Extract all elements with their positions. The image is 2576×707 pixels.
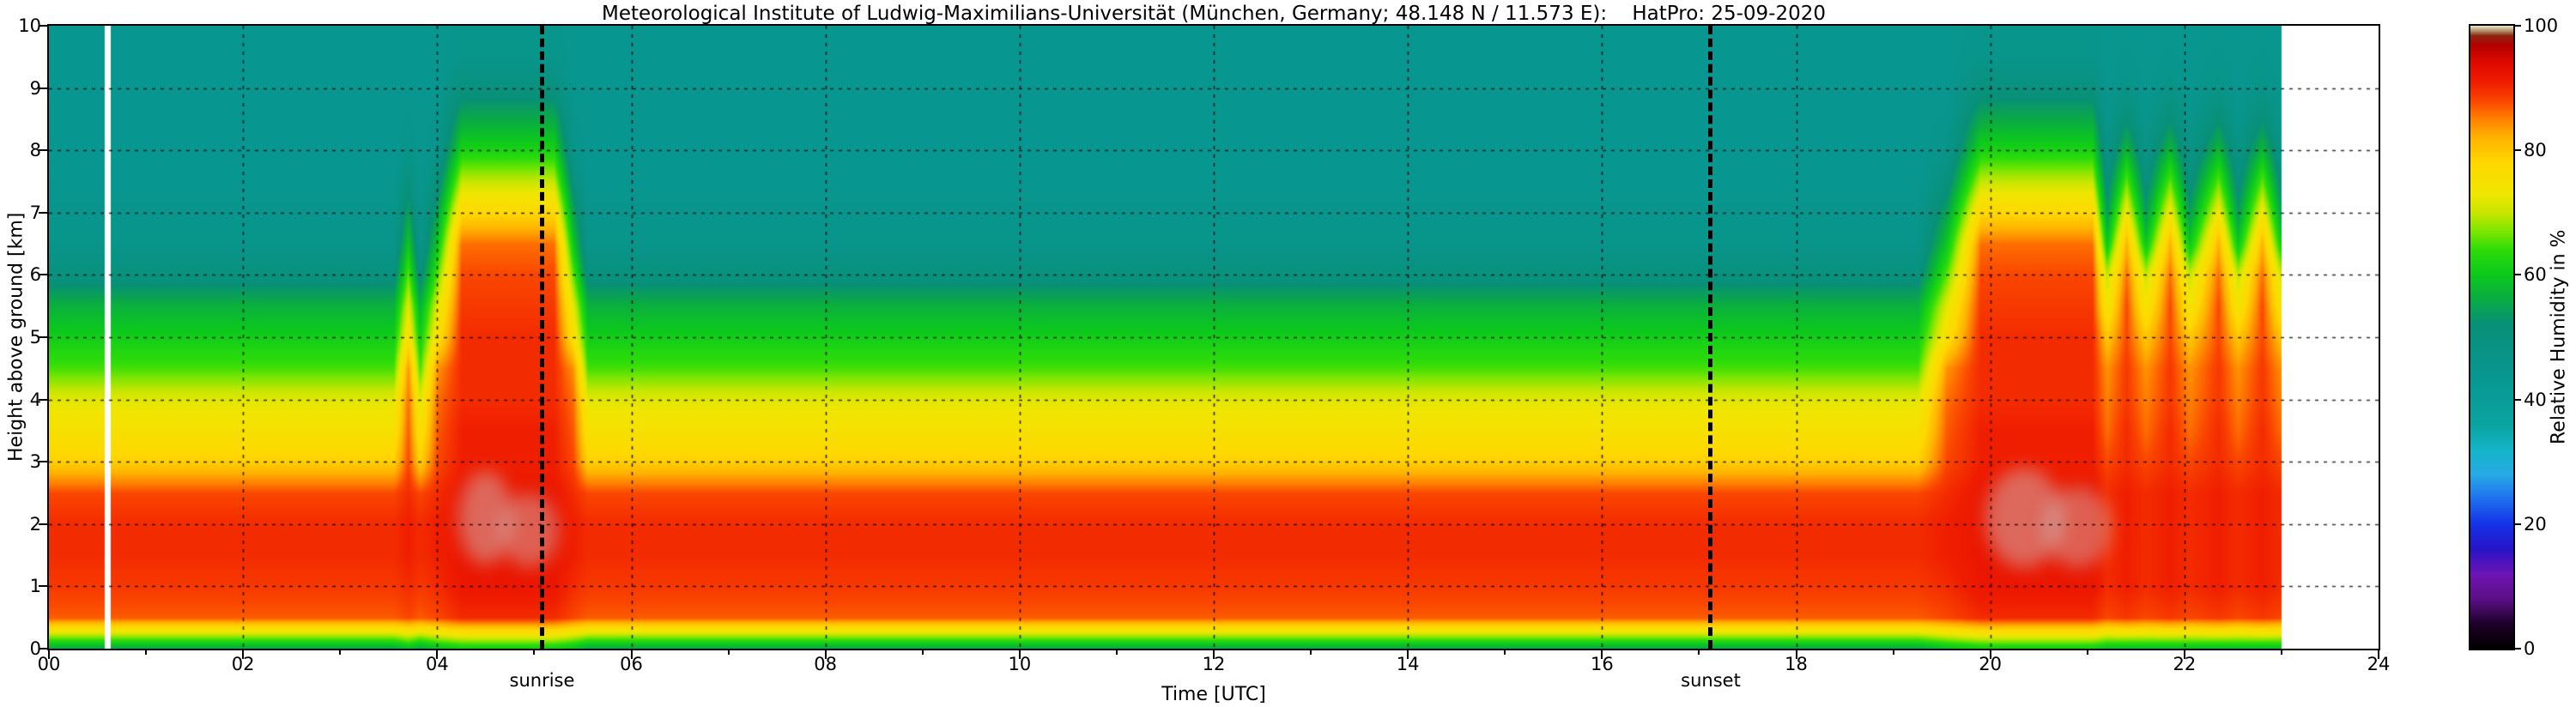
x-minor-tick-mark	[533, 649, 536, 655]
x-minor-tick-mark	[145, 649, 148, 655]
x-tick-mark	[824, 649, 827, 659]
colorbar-tick-label: 100	[2524, 15, 2559, 36]
x-tick-mark	[2378, 649, 2379, 659]
y-tick-mark	[39, 25, 49, 27]
chart-title: Meteorological Institute of Ludwig-Maxim…	[601, 3, 1827, 25]
colorbar-label: Relative Humidity in %	[2548, 229, 2570, 445]
y-tick-label: 9	[29, 77, 41, 99]
x-minor-tick-mark	[727, 649, 730, 655]
x-tick-mark	[1407, 649, 1409, 659]
colorbar-tick-label: 80	[2524, 140, 2547, 161]
sunset-label: sunset	[1681, 670, 1741, 691]
x-minor-tick-mark	[1115, 649, 1118, 655]
x-tick-label: 18	[1785, 654, 1808, 674]
y-tick-mark	[39, 149, 49, 152]
x-minor-tick-mark	[1698, 649, 1700, 655]
x-tick-mark	[1018, 649, 1021, 659]
y-tick-label: 8	[29, 140, 41, 161]
x-tick-label: 22	[2173, 654, 2197, 674]
x-minor-tick-mark	[921, 649, 924, 655]
y-tick-label: 7	[29, 202, 41, 223]
y-tick-mark	[39, 274, 49, 276]
y-tick-label: 5	[29, 327, 41, 347]
colorbar-tick-label: 60	[2524, 264, 2547, 286]
colorbar-tick-mark	[2513, 274, 2521, 276]
y-tick-label: 0	[29, 638, 41, 659]
colorbar-tick-mark	[2513, 648, 2521, 650]
x-tick-label: 06	[620, 654, 643, 674]
x-tick-mark	[436, 649, 439, 659]
x-tick-label: 04	[425, 654, 449, 674]
colorbar-tick-label: 40	[2524, 389, 2547, 410]
y-tick-label: 4	[29, 389, 41, 410]
x-tick-mark	[1989, 649, 1991, 659]
x-tick-mark	[48, 649, 50, 659]
colorbar-canvas	[2470, 26, 2513, 649]
sunrise-label: sunrise	[509, 670, 575, 691]
y-tick-mark	[39, 585, 49, 588]
x-tick-label: 10	[1008, 654, 1032, 674]
x-tick-label: 08	[814, 654, 838, 674]
x-minor-tick-mark	[2086, 649, 2088, 655]
y-tick-label: 10	[18, 15, 41, 36]
x-tick-label: 16	[1590, 654, 1614, 674]
x-tick-mark	[1601, 649, 1603, 659]
x-tick-mark	[630, 649, 633, 659]
y-tick-label: 6	[29, 264, 41, 286]
x-minor-tick-mark	[1504, 649, 1506, 655]
colorbar-tick-mark	[2513, 398, 2521, 401]
x-tick-label: 20	[1979, 654, 2003, 674]
colorbar-tick-mark	[2513, 523, 2521, 525]
y-tick-label: 1	[29, 576, 41, 597]
x-tick-label: 00	[37, 654, 61, 674]
x-minor-tick-mark	[2280, 649, 2282, 655]
x-tick-mark	[1213, 649, 1215, 659]
y-tick-mark	[39, 398, 49, 401]
y-tick-mark	[39, 461, 49, 463]
x-minor-tick-mark	[1310, 649, 1312, 655]
x-tick-label: 02	[231, 654, 255, 674]
y-tick-mark	[39, 336, 49, 338]
heatmap-canvas	[49, 26, 2379, 649]
y-tick-mark	[39, 648, 49, 650]
x-minor-tick-mark	[339, 649, 342, 655]
x-tick-label: 14	[1396, 654, 1420, 674]
colorbar-tick-mark	[2513, 149, 2521, 152]
y-tick-mark	[39, 523, 49, 525]
y-tick-label: 2	[29, 513, 41, 535]
x-tick-label: 24	[2367, 654, 2391, 674]
x-tick-label: 12	[1202, 654, 1226, 674]
x-tick-mark	[242, 649, 245, 659]
colorbar-tick-label: 0	[2524, 638, 2536, 659]
colorbar-tick-mark	[2513, 25, 2521, 27]
x-minor-tick-mark	[1892, 649, 1894, 655]
x-axis-label: Time [UTC]	[1161, 684, 1266, 705]
x-tick-mark	[1795, 649, 1797, 659]
y-tick-label: 3	[29, 451, 41, 473]
x-tick-mark	[2183, 649, 2185, 659]
y-tick-mark	[39, 87, 49, 89]
colorbar-tick-label: 20	[2524, 513, 2547, 535]
y-tick-mark	[39, 211, 49, 214]
